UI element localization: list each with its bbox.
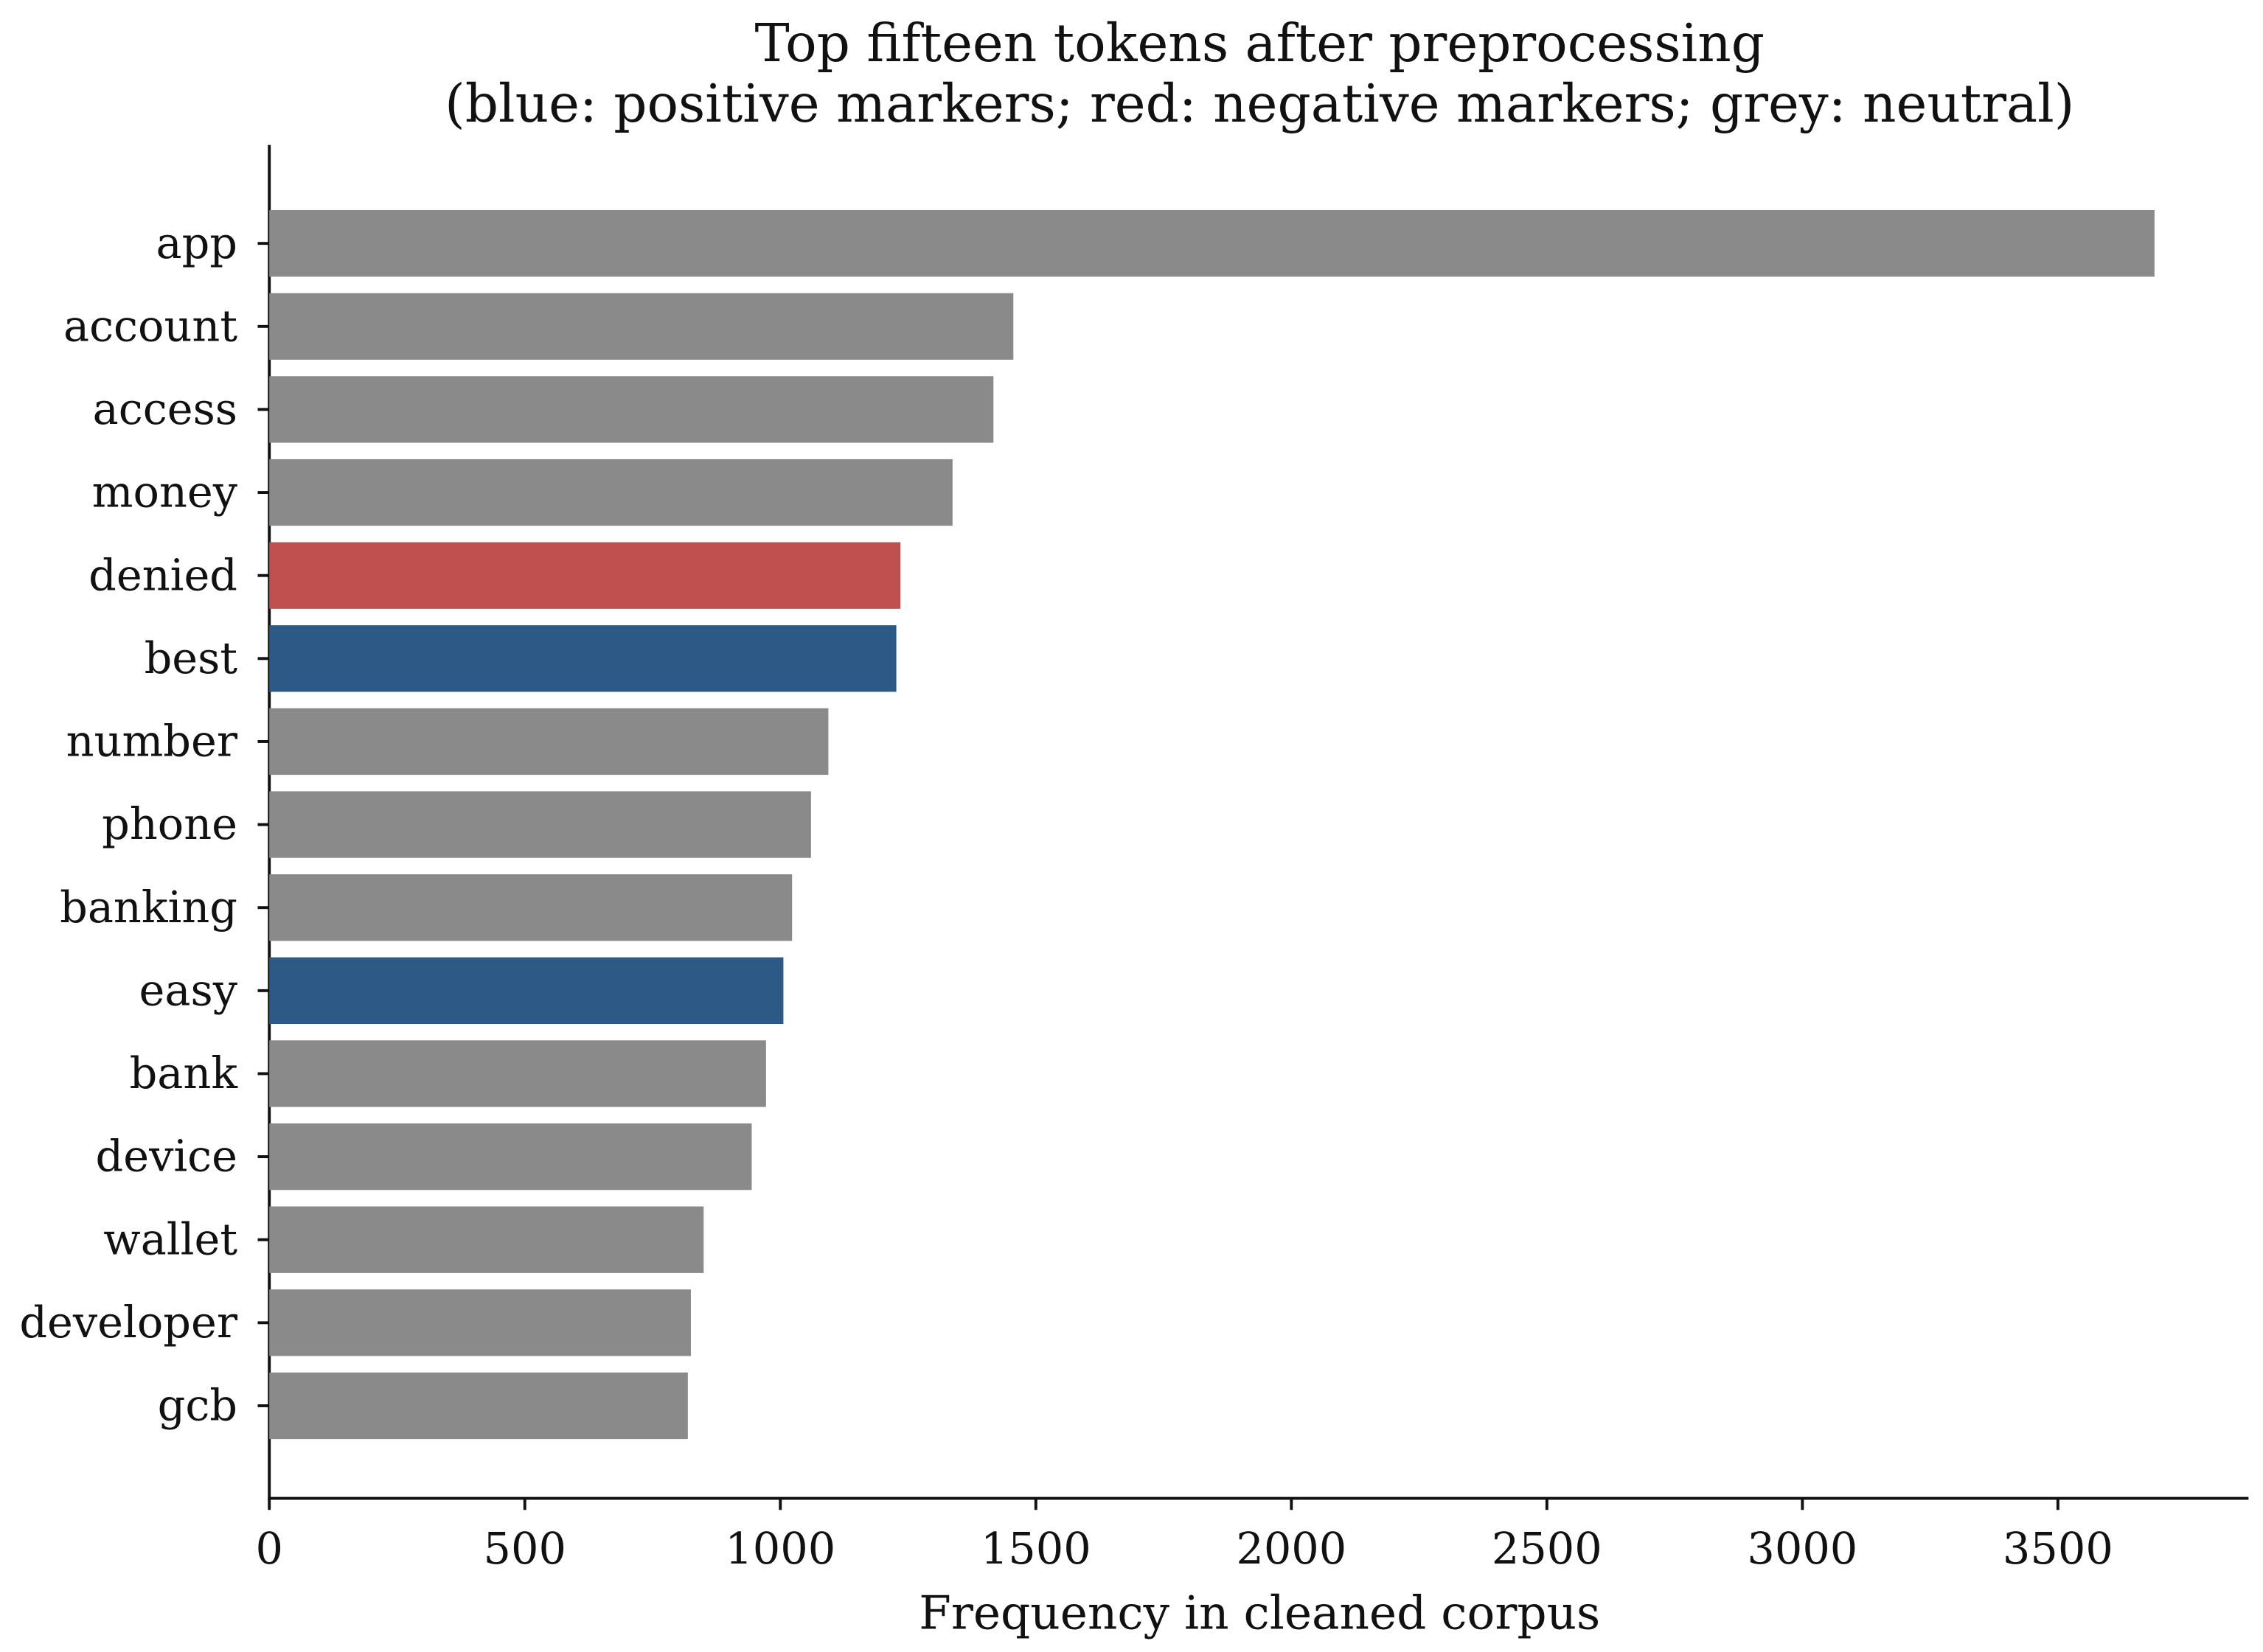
x-axis-label: Frequency in cleaned corpus bbox=[919, 1586, 1600, 1639]
y-tick-label: best bbox=[145, 632, 238, 683]
bar bbox=[269, 791, 811, 858]
bar bbox=[269, 210, 2155, 277]
bar bbox=[269, 1289, 691, 1356]
bar bbox=[269, 874, 793, 941]
chart-subtitle: (blue: positive markers; red: negative m… bbox=[445, 73, 2074, 134]
y-tick-label: developer bbox=[19, 1297, 238, 1348]
x-tick-label: 3000 bbox=[1747, 1523, 1857, 1574]
y-tick-label: wallet bbox=[103, 1213, 237, 1264]
x-tick-label: 1500 bbox=[981, 1523, 1091, 1574]
y-tick-label: access bbox=[93, 383, 237, 434]
y-tick-label: app bbox=[156, 217, 238, 268]
x-tick-label: 1000 bbox=[725, 1523, 835, 1574]
y-tick-label: banking bbox=[60, 882, 237, 933]
bar bbox=[269, 1040, 766, 1107]
x-tick-label: 3500 bbox=[2003, 1523, 2113, 1574]
bar bbox=[269, 293, 1014, 360]
y-tick-label: number bbox=[66, 716, 238, 767]
y-tick-label: device bbox=[96, 1131, 238, 1182]
y-tick-label: gcb bbox=[158, 1380, 237, 1431]
bar bbox=[269, 957, 784, 1024]
x-tick-label: 2000 bbox=[1236, 1523, 1346, 1574]
y-tick-label: bank bbox=[130, 1048, 239, 1098]
x-tick-label: 0 bbox=[255, 1523, 282, 1574]
bar bbox=[269, 625, 897, 692]
bar bbox=[269, 376, 994, 443]
y-tick-label: account bbox=[63, 300, 237, 351]
y-tick-label: phone bbox=[102, 798, 237, 849]
bar bbox=[269, 1206, 704, 1273]
bar bbox=[269, 708, 829, 776]
x-tick-label: 500 bbox=[484, 1523, 566, 1574]
y-tick-label: easy bbox=[139, 964, 238, 1015]
x-tick-label: 2500 bbox=[1492, 1523, 1602, 1574]
bar bbox=[269, 459, 953, 526]
bar bbox=[269, 542, 901, 609]
y-tick-label: denied bbox=[88, 549, 237, 600]
chart-title: Top fifteen tokens after preprocessing bbox=[754, 13, 1765, 74]
bar bbox=[269, 1372, 688, 1440]
y-tick-label: money bbox=[92, 467, 238, 517]
bar bbox=[269, 1123, 752, 1191]
